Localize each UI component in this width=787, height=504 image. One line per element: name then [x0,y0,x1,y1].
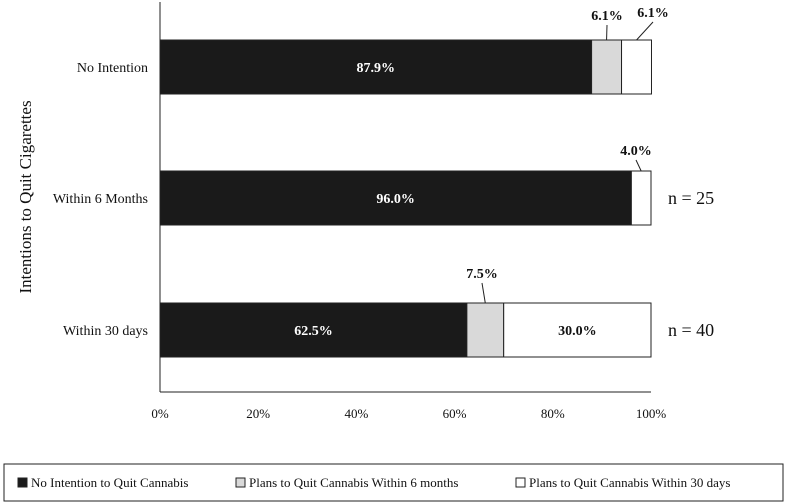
data-label: 30.0% [558,324,597,339]
bar-segment [159,302,468,358]
data-label: 7.5% [466,267,498,282]
bar-segment [621,39,652,95]
data-label: 96.0% [376,192,415,207]
legend-label: No Intention to Quit Cannabis [31,475,188,490]
sample-size-label: n = 25 [668,188,714,208]
data-label: 62.5% [294,324,333,339]
bar-segment [159,39,593,95]
data-label: 6.1% [637,6,669,21]
data-label: 4.0% [620,144,652,159]
legend-box [3,463,784,502]
category-label: Within 30 days [63,324,148,339]
bar-segment [630,170,652,226]
legend-label: Plans to Quit Cannabis Within 30 days [529,475,730,490]
x-tick-label: 0% [151,406,169,421]
x-tick-label: 20% [246,406,270,421]
bar-segment [159,170,632,226]
x-tick-label: 100% [636,406,667,421]
category-label: Within 6 Months [53,192,148,207]
legend-swatch [515,477,526,488]
legend-label: Plans to Quit Cannabis Within 6 months [249,475,458,490]
data-label: 6.1% [591,9,623,24]
x-tick-label: 40% [344,406,368,421]
sample-size-label: n = 40 [668,320,714,340]
bar-segment [591,39,623,95]
x-tick-label: 60% [443,406,467,421]
category-label: No Intention [77,61,148,76]
legend-swatch [235,477,246,488]
legend-swatch [17,477,28,488]
data-label: 87.9% [357,61,396,76]
leader-line [636,21,654,41]
bar-segment [466,302,505,358]
x-tick-label: 80% [541,406,565,421]
leader-line [481,282,486,304]
bar-segment [503,302,652,358]
y-axis-title: Intentions to Quit Cigarettes [16,100,35,293]
leader-line [635,159,642,172]
